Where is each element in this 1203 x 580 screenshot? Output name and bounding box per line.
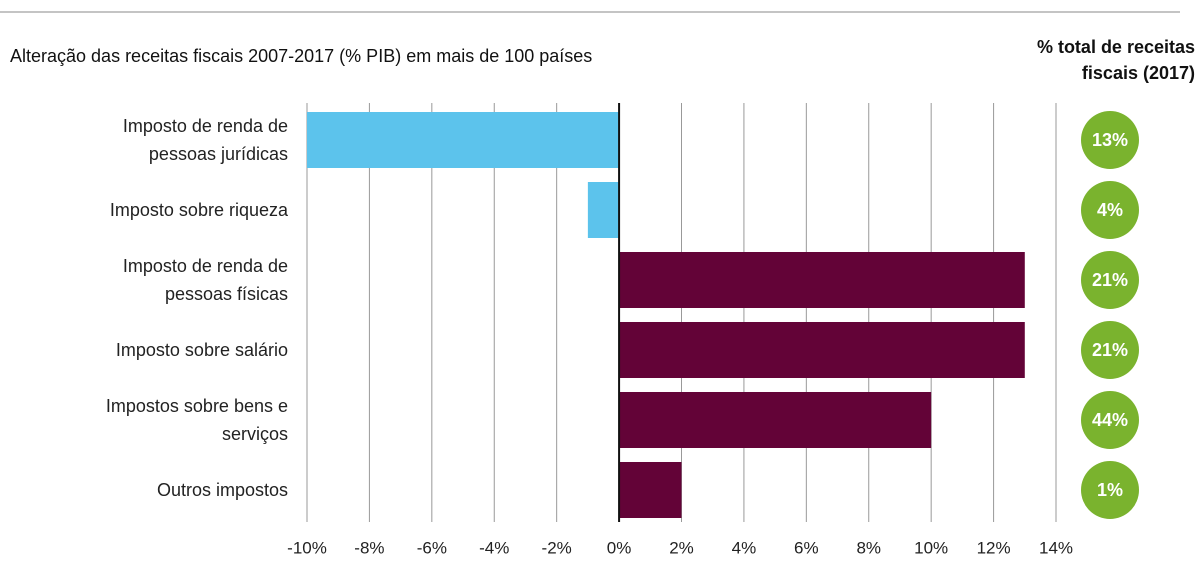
bar bbox=[619, 392, 932, 448]
share-circle bbox=[1081, 251, 1139, 309]
category-label: Outros impostos bbox=[156, 480, 288, 500]
bar bbox=[307, 112, 620, 168]
share-circle bbox=[1081, 461, 1139, 519]
x-tick-label: 14% bbox=[1039, 538, 1073, 557]
x-tick-label: -2% bbox=[542, 538, 572, 557]
share-circle bbox=[1081, 111, 1139, 169]
category-label: Imposto de renda de pessoas físicas bbox=[122, 256, 288, 304]
bar bbox=[587, 182, 620, 238]
x-tick-label: 8% bbox=[856, 538, 881, 557]
x-tick-label: 4% bbox=[732, 538, 757, 557]
share-circle bbox=[1081, 391, 1139, 449]
x-tick-label: -4% bbox=[479, 538, 509, 557]
bar bbox=[619, 322, 1025, 378]
share-label: 1% bbox=[1097, 480, 1123, 500]
x-tick-label: 10% bbox=[914, 538, 948, 557]
category-label: Impostos sobre bens e serviços bbox=[105, 396, 288, 444]
category-label: Imposto sobre salário bbox=[115, 340, 288, 360]
x-tick-label: -10% bbox=[287, 538, 327, 557]
share-label: 21% bbox=[1092, 270, 1128, 290]
x-tick-label: 6% bbox=[794, 538, 819, 557]
x-tick-label: 2% bbox=[669, 538, 694, 557]
share-circle bbox=[1081, 321, 1139, 379]
share-label: 44% bbox=[1092, 410, 1128, 430]
share-label: 13% bbox=[1092, 130, 1128, 150]
category-label: Imposto de renda de pessoas jurídicas bbox=[122, 116, 288, 164]
bar bbox=[619, 252, 1025, 308]
share-label: 21% bbox=[1092, 340, 1128, 360]
x-tick-label: -8% bbox=[354, 538, 384, 557]
x-tick-label: 0% bbox=[607, 538, 632, 557]
share-label: 4% bbox=[1097, 200, 1123, 220]
x-tick-label: -6% bbox=[417, 538, 447, 557]
bar bbox=[619, 462, 682, 518]
category-label: Imposto sobre riqueza bbox=[109, 200, 288, 220]
share-title: % total de receitas fiscais (2017) bbox=[1036, 37, 1195, 83]
chart-title: Alteração das receitas fiscais 2007-2017… bbox=[10, 46, 593, 66]
x-tick-label: 12% bbox=[977, 538, 1011, 557]
share-circle bbox=[1081, 181, 1139, 239]
